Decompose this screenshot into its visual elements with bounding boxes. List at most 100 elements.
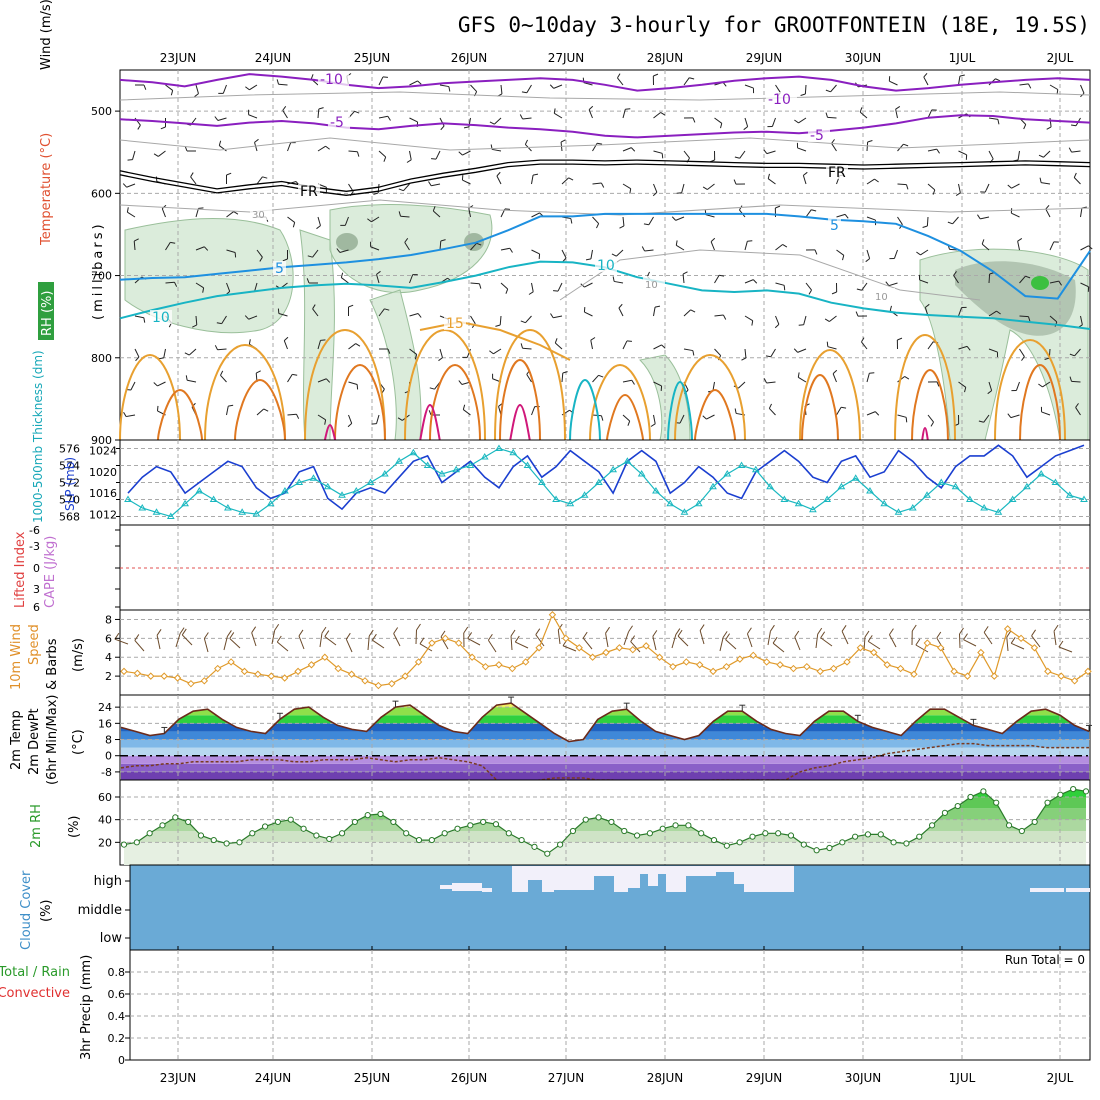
bottom-date-label: 2JUL bbox=[1047, 1071, 1074, 1085]
temperature-band bbox=[121, 723, 1089, 732]
rh-marker bbox=[954, 802, 961, 810]
wind-barb-flag bbox=[262, 176, 268, 179]
contour-label-bg bbox=[298, 184, 320, 198]
warm-contour bbox=[494, 328, 566, 441]
thickness-marker bbox=[580, 491, 589, 498]
wind-barb bbox=[958, 307, 963, 317]
rh-marker bbox=[338, 830, 346, 837]
wind-barb-flag bbox=[690, 309, 696, 313]
wind-barb-flag bbox=[588, 105, 594, 111]
wind-barb-flag bbox=[768, 403, 772, 409]
temp2m-label: 2m Temp bbox=[9, 710, 24, 770]
wind-barb-flag bbox=[1021, 356, 1025, 361]
wind-barb-flag bbox=[775, 205, 781, 209]
wind-barb-flag bbox=[398, 211, 402, 217]
wind-barb bbox=[775, 315, 780, 325]
wind-speed-marker bbox=[1017, 634, 1025, 643]
wind-barb bbox=[952, 216, 959, 225]
thickness-marker bbox=[766, 482, 774, 490]
wind-barb-flag bbox=[478, 283, 482, 289]
thickness-marker bbox=[680, 508, 689, 515]
slp-tick-label: 1024 bbox=[89, 445, 117, 458]
wind-barb bbox=[254, 142, 258, 152]
wind-barb-flag bbox=[122, 183, 127, 188]
rh-marker bbox=[223, 840, 230, 847]
contour-label-bg bbox=[826, 165, 848, 179]
wind-barb-flag bbox=[820, 631, 826, 639]
wind-barb bbox=[1019, 315, 1029, 318]
wind-barb-flag bbox=[532, 173, 539, 176]
wind-barb bbox=[1011, 183, 1020, 189]
wind-barb bbox=[531, 406, 536, 416]
rh-band bbox=[124, 819, 1086, 831]
wind-barb-flag bbox=[983, 626, 989, 633]
wind-barb bbox=[1017, 241, 1020, 251]
rh-marker bbox=[916, 833, 923, 840]
wind-barb-flag bbox=[135, 356, 140, 362]
thickness-marker bbox=[609, 465, 618, 473]
wind-barb bbox=[494, 117, 502, 125]
wind-barb-flag bbox=[605, 626, 610, 634]
contour-label-bg bbox=[150, 310, 172, 324]
wind-barb-flag bbox=[245, 86, 250, 91]
wind-barb bbox=[866, 178, 875, 185]
wind-barb bbox=[653, 307, 656, 317]
wind10m-speed-label: Speed bbox=[27, 624, 42, 665]
wind-barb bbox=[500, 247, 510, 251]
wind-barb bbox=[804, 84, 807, 95]
temperature-lines bbox=[120, 696, 1092, 785]
wind-barb bbox=[588, 109, 593, 119]
wind-barb bbox=[590, 340, 593, 350]
rh-area-dark bbox=[336, 233, 358, 251]
bottom-date-label: 27JUN bbox=[548, 1071, 585, 1085]
wind-barb-flag bbox=[251, 626, 257, 633]
thickness-marker bbox=[480, 453, 489, 460]
wind-barb bbox=[1042, 381, 1051, 388]
temperature-line bbox=[120, 702, 1090, 743]
wind-barb bbox=[1017, 150, 1020, 160]
wind-barb-flag bbox=[1046, 126, 1052, 130]
wind-barb bbox=[229, 638, 241, 649]
top-date-label: 1JUL bbox=[949, 51, 976, 65]
wind-barb bbox=[175, 633, 181, 648]
warm-contour bbox=[674, 353, 746, 441]
upper-air-panel: 500 600 700 800 900 -10 -10 -5 -5 FR FR 5 5 10 10 10 10… bbox=[38, 0, 1093, 451]
wind-barb-flag bbox=[966, 346, 971, 351]
slp-tick-label: 1016 bbox=[89, 487, 117, 500]
wind-speed-marker bbox=[254, 670, 262, 678]
wind-barb bbox=[561, 177, 569, 185]
wind-barb bbox=[126, 183, 136, 188]
bottom-date-label: 25JUN bbox=[354, 1071, 391, 1085]
pressure-axis: 500 600 700 800 900 bbox=[91, 105, 120, 447]
wind-barb-flag bbox=[763, 149, 768, 154]
wind-barb bbox=[897, 216, 903, 225]
contour-label-bg bbox=[808, 128, 830, 142]
precip-tick-label: 0.6 bbox=[108, 988, 126, 1001]
wind-barb-flag bbox=[1069, 353, 1075, 357]
wind-speed-marker bbox=[562, 634, 570, 643]
rh-marker bbox=[659, 825, 666, 832]
temperature-labels: 2m Temp 2m DewPt (6hr Min/Max) (°C) bbox=[9, 695, 86, 785]
wind-barb-flag bbox=[874, 411, 880, 416]
wind-barb bbox=[133, 240, 136, 251]
rh-marker bbox=[480, 818, 487, 826]
contour-label: 10 bbox=[597, 258, 615, 274]
wind-barb-flag bbox=[202, 287, 205, 293]
wind-barb-flag bbox=[1058, 640, 1064, 648]
wind-barb bbox=[348, 414, 353, 424]
wind-barb bbox=[226, 211, 234, 218]
wind-speed-marker bbox=[347, 670, 356, 678]
wind-barb bbox=[644, 249, 654, 252]
rh-marker bbox=[287, 816, 294, 823]
wind-barb bbox=[775, 282, 785, 286]
wind-barb bbox=[802, 175, 807, 185]
wind-barb bbox=[622, 414, 631, 422]
wind-speed-marker bbox=[1057, 672, 1065, 680]
temperature-band bbox=[121, 771, 1089, 780]
side-label-rh: RH (%) bbox=[40, 291, 55, 336]
rh-marker bbox=[1018, 827, 1025, 835]
rh-marker bbox=[941, 809, 949, 816]
wind-barb-flag bbox=[203, 632, 209, 639]
wind-barb bbox=[158, 150, 166, 157]
wind-barb bbox=[222, 84, 227, 94]
